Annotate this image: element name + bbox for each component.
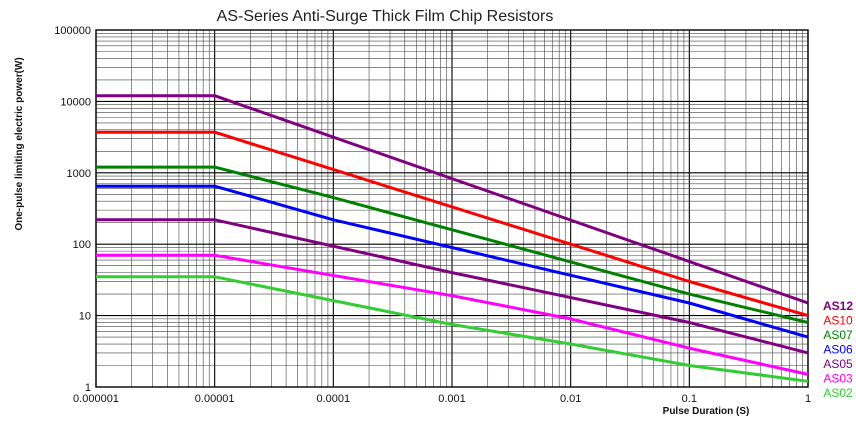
x-tick-label: 0.0001 <box>317 393 351 405</box>
chart-title: AS-Series Anti-Surge Thick Film Chip Res… <box>217 8 554 25</box>
series-line-as05 <box>96 218 809 355</box>
x-axis-title: Pulse Duration (S) <box>663 406 750 417</box>
x-tick-label: 0.01 <box>560 393 581 405</box>
y-axis-title: One-pulse limiting electric power(W) <box>14 57 25 230</box>
legend-label-as12: AS12 <box>823 299 853 313</box>
series-line-as10 <box>96 130 809 318</box>
y-tick-label: 10 <box>79 311 91 323</box>
legend-label-as05: AS05 <box>823 357 853 371</box>
series-line-as02 <box>96 275 809 383</box>
grid <box>95 29 809 388</box>
y-tick-label: 100 <box>73 239 91 251</box>
x-tick-label: 0.000001 <box>73 393 119 405</box>
x-tick-label: 0.1 <box>682 393 697 405</box>
legend-label-as06: AS06 <box>823 343 853 357</box>
legend-label-as10: AS10 <box>823 314 853 328</box>
y-tick-label: 1000 <box>67 168 91 180</box>
series-group <box>96 94 809 383</box>
y-tick-label: 1 <box>85 382 91 394</box>
y-tick-label: 100000 <box>54 25 91 37</box>
series-line-as07 <box>96 165 809 324</box>
y-tick-label: 10000 <box>60 96 91 108</box>
x-tick-label: 0.001 <box>438 393 466 405</box>
series-line-as03 <box>96 253 809 376</box>
plot-frame <box>95 29 809 388</box>
x-tick-label: 1 <box>805 393 811 405</box>
tick-labels: 0.000001 0.00001 0.0001 0.001 0.01 0.1 1 1 10 100… <box>54 25 811 405</box>
series-line-as06 <box>96 184 809 339</box>
series-line-as12 <box>96 94 809 305</box>
legend-label-as02: AS02 <box>823 386 853 400</box>
legend-label-as03: AS03 <box>823 372 853 386</box>
x-tick-label: 0.00001 <box>195 393 235 405</box>
legend-label-as07: AS07 <box>823 328 853 342</box>
